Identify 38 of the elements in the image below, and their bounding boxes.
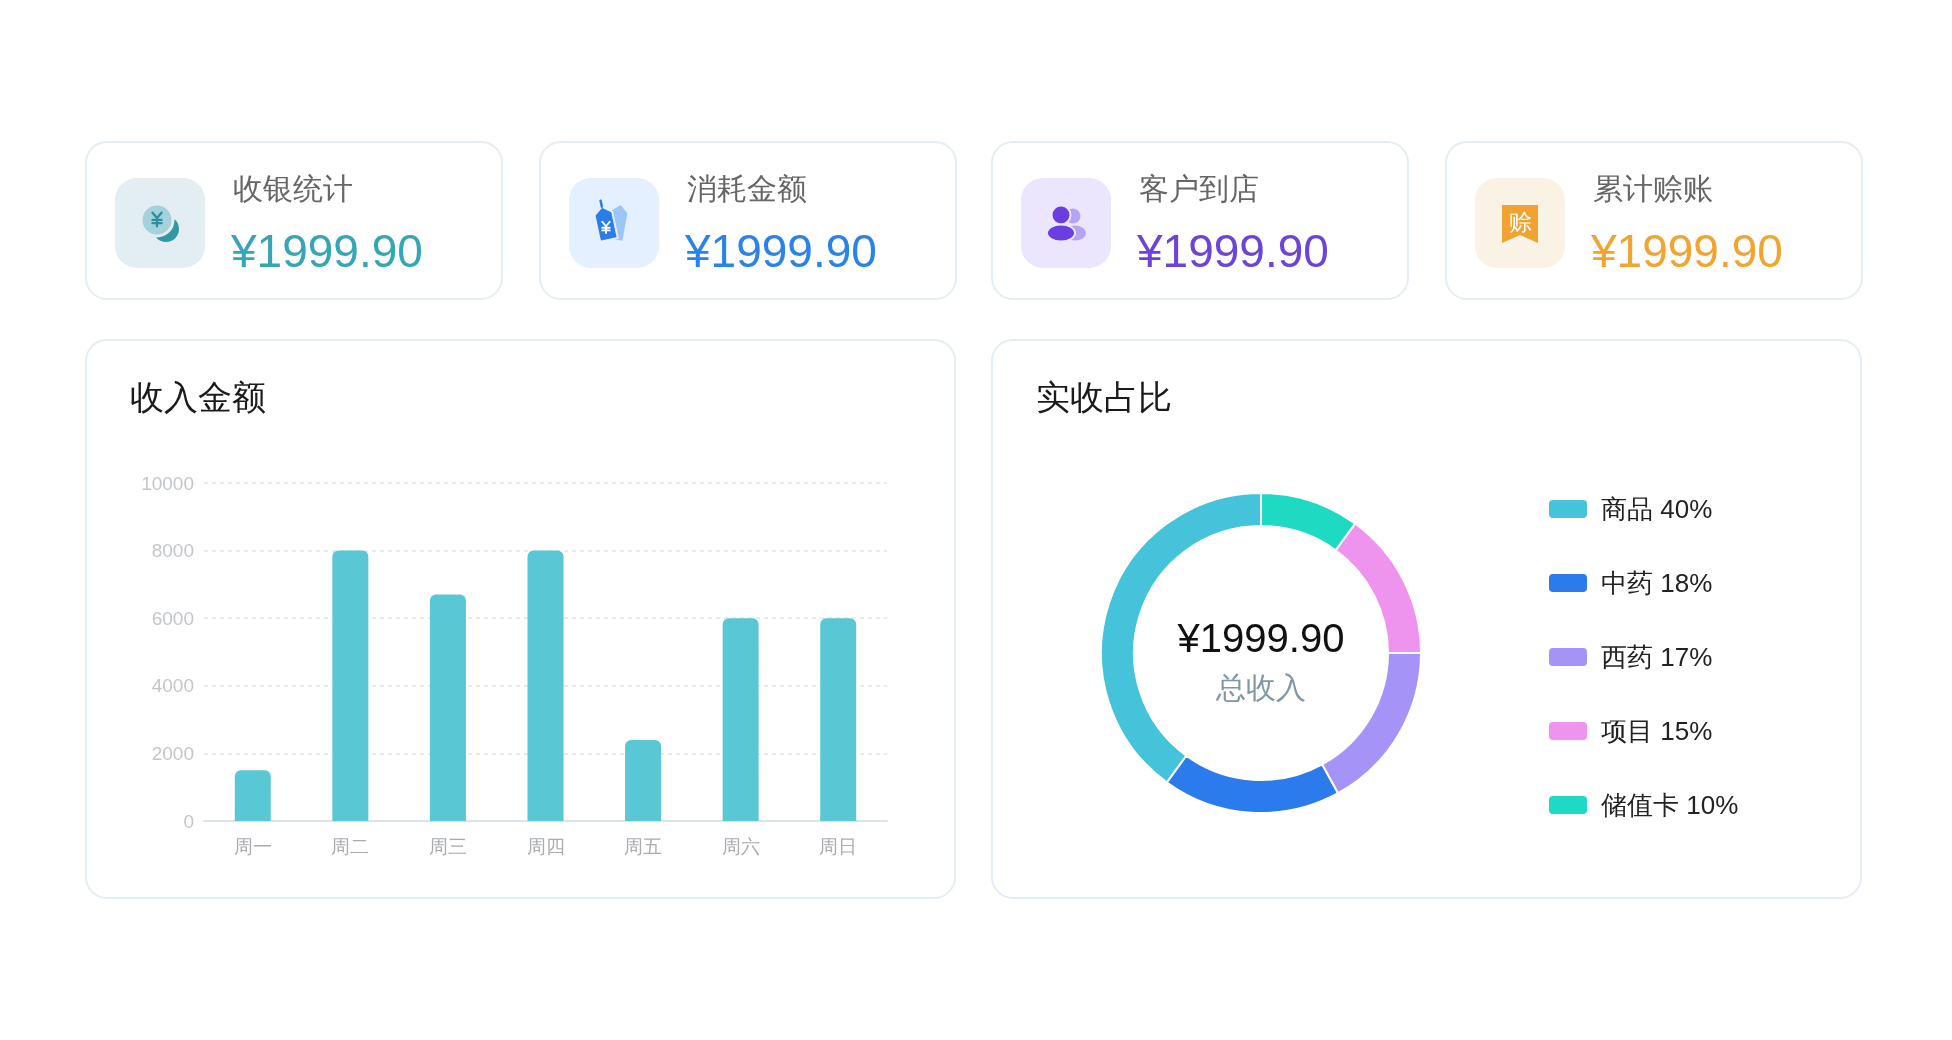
bar — [429, 594, 466, 821]
x-tick-label: 周日 — [819, 836, 858, 857]
x-tick-label: 周一 — [233, 836, 272, 857]
bookmark-icon: 赊 — [1475, 178, 1565, 268]
legend-label: 项目 15% — [1601, 716, 1713, 746]
text: 消耗金额 — [687, 171, 807, 207]
y-tick-label: 8000 — [151, 540, 194, 562]
chart-title: 收入金额 — [130, 378, 266, 416]
text: ¥1999.90 — [1176, 616, 1345, 660]
x-tick-label: 周六 — [721, 836, 760, 857]
bar — [625, 739, 662, 821]
x-tick-label: 周二 — [331, 836, 370, 857]
y-tick-label: 6000 — [151, 607, 194, 629]
text: 累计赊账 — [1593, 171, 1713, 207]
legend-label: 中药 18% — [1601, 568, 1713, 598]
bar — [722, 618, 759, 821]
text: ¥1999.90 — [1137, 224, 1329, 279]
legend-label: 商品 40% — [1601, 494, 1713, 524]
text: ¥1999.90 — [1591, 224, 1783, 279]
x-tick-label: 周五 — [624, 836, 663, 857]
bar — [234, 770, 271, 821]
chart-title: 实收占比 — [1036, 378, 1172, 416]
legend-label: 西药 17% — [1601, 642, 1713, 672]
y-tick-label: 0 — [183, 810, 194, 832]
bar — [332, 550, 369, 821]
text: 总收入 — [1215, 670, 1306, 704]
bar — [527, 550, 564, 821]
x-tick-label: 周四 — [526, 836, 565, 857]
text: ¥1999.90 — [231, 224, 423, 279]
y-tick-label: 2000 — [151, 742, 194, 764]
x-tick-label: 周三 — [428, 836, 467, 857]
legend-label: 储值卡 10% — [1601, 790, 1739, 820]
bar — [820, 618, 857, 821]
y-tick-label: 4000 — [151, 675, 194, 697]
text: ¥1999.90 — [685, 224, 877, 279]
text: 客户到店 — [1139, 171, 1259, 207]
text: 收银统计 — [233, 171, 353, 207]
y-tick-label: 10000 — [141, 472, 194, 494]
